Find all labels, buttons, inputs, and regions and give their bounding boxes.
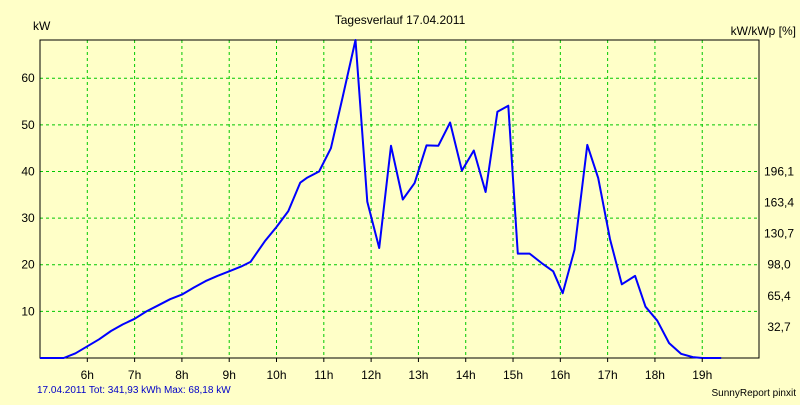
y-left-tick-label: 50 [21,118,35,132]
x-tick-label: 9h [223,368,236,382]
y-left-tick-label: 40 [21,164,35,178]
y-right-tick-label: 32,7 [767,320,791,334]
y-left-tick-layer: 10 20 30 40 50 60 [21,71,35,318]
y-right-tick-label: 196,1 [764,164,794,178]
y-right-tick-label: 98,0 [767,258,791,272]
x-tick-label: 6h [81,368,94,382]
x-tick-label: 16h [550,368,570,382]
y-right-tick-layer: 32,7 65,4 98,0 130,7 163,4 196,1 [764,164,794,334]
x-tick-label: 17h [598,368,618,382]
footer-summary: 17.04.2011 Tot: 341,93 kWh Max: 68,18 kW [37,385,231,396]
x-tick-label: 12h [361,368,381,382]
x-tick-label: 19h [692,368,712,382]
y-right-tick-label: 163,4 [764,195,794,209]
y-left-tick-label: 10 [21,304,35,318]
x-tick-layer: 6h 7h 8h 9h 10h 11h 12h 13h 14h 15h 16h 17h 18h 19h [81,358,712,382]
series-layer [40,39,722,359]
footer-credit: SunnyReport pinxit [712,388,797,399]
x-tick-label: 8h [175,368,188,382]
y-right-tick-label: 130,7 [764,227,794,241]
series-line-leistung [40,39,722,359]
chart-title: Tagesverlauf 17.04.2011 [335,13,466,27]
x-tick-label: 7h [128,368,141,382]
plot-frame [39,39,760,359]
y-axis-left-label: kW [33,19,51,33]
x-tick-label: 18h [645,368,665,382]
x-tick-label: 15h [503,368,523,382]
y-left-tick-label: 30 [21,211,35,225]
x-tick-label: 13h [408,368,428,382]
y-left-tick-label: 60 [21,71,35,85]
grid-layer [40,40,759,358]
x-tick-label: 14h [456,368,476,382]
x-tick-label: 11h [314,368,333,382]
y-axis-right-label: kW/kWp [%] [731,24,796,38]
y-left-tick-label: 20 [21,258,35,272]
y-right-tick-label: 65,4 [767,289,791,303]
x-tick-label: 10h [266,368,286,382]
